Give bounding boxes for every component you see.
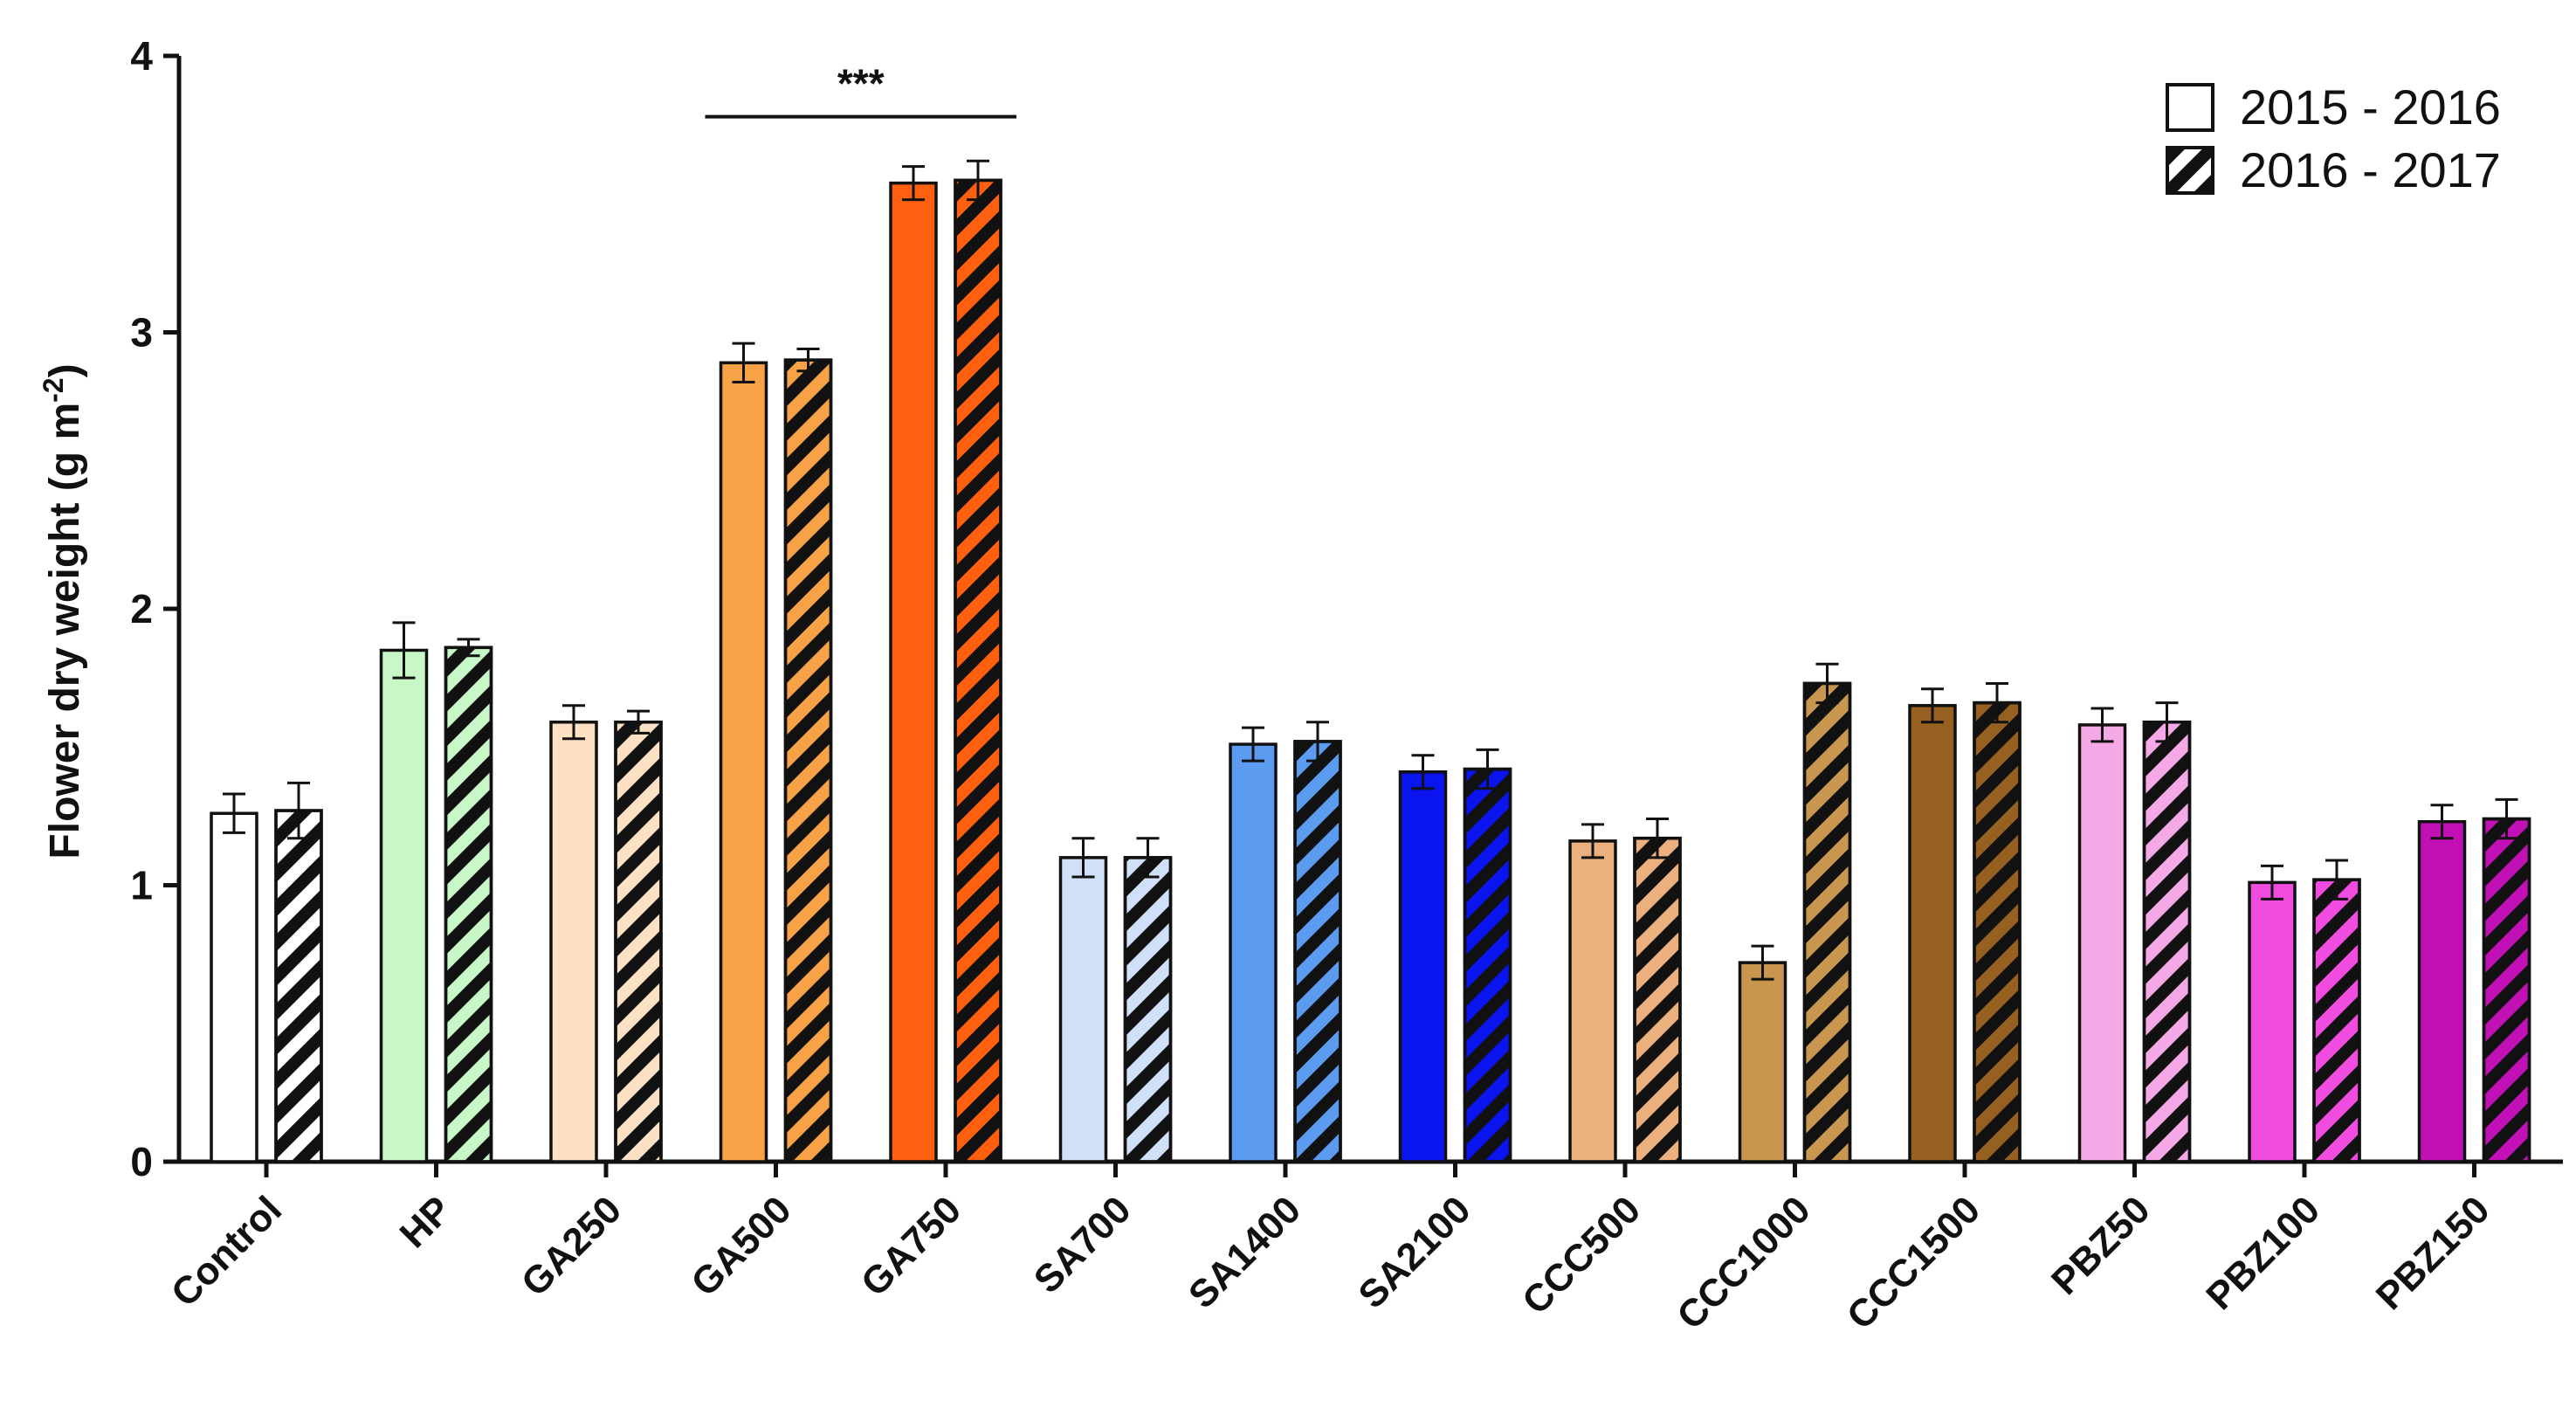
bar-hatch-ga250-2016-2017 (614, 721, 663, 1163)
x-tick-label-ccc500: CCC500 (1514, 1188, 1649, 1322)
axes: 0 1 2 3 4 Control HP GA250 GA500 GA750 SA700 SA1400… (130, 33, 2563, 1338)
y-tick-label-3: 3 (130, 310, 153, 355)
bar-ga750-2015-2016 (889, 181, 938, 1163)
x-tick-label-ga500: GA500 (683, 1188, 799, 1304)
bar-hatch-control-2016-2017 (274, 809, 323, 1163)
y-tick-label-1: 1 (130, 863, 153, 908)
bar-hatch-ga750-2016-2017 (954, 178, 1002, 1163)
x-tick-label-ccc1500: CCC1500 (1839, 1188, 1988, 1337)
bar-sa700-2015-2016 (1058, 856, 1108, 1163)
x-tick-label-control: Control (163, 1188, 290, 1315)
y-tick-label-2: 2 (130, 586, 153, 631)
bar-sa1400-2015-2016 (1229, 742, 1278, 1163)
bar-ccc500-2015-2016 (1568, 839, 1617, 1163)
bar-hatch-ccc1000-2016-2017 (1802, 681, 1852, 1163)
significance-label: *** (837, 61, 885, 107)
bar-hatch-ccc1500-2016-2017 (1973, 700, 2022, 1163)
bar-hp-2015-2016 (379, 648, 429, 1163)
x-tick-label-ga250: GA250 (513, 1188, 630, 1304)
bar-hatch-sa2100-2016-2017 (1463, 767, 1512, 1163)
x-tick-label-pbz50: PBZ50 (2043, 1188, 2158, 1302)
bar-hatch-ccc500-2016-2017 (1633, 836, 1682, 1163)
x-tick-label-ga750: GA750 (853, 1188, 969, 1304)
y-tick-label-0: 0 (130, 1139, 153, 1184)
x-tick-label-ccc1000: CCC1000 (1669, 1188, 1818, 1337)
bar-ga500-2015-2016 (719, 361, 768, 1163)
y-tick-label-4: 4 (130, 33, 153, 79)
bar-control-2015-2016 (210, 811, 258, 1163)
bar-pbz150-2015-2016 (2417, 819, 2467, 1163)
bar-pbz100-2015-2016 (2248, 880, 2297, 1163)
annotations: *** (705, 61, 1016, 119)
bar-hatch-pbz100-2016-2017 (2312, 878, 2361, 1163)
legend-label-2015-2016: 2015 - 2016 (2240, 79, 2501, 135)
legend-label-2016-2017: 2016 - 2017 (2240, 142, 2501, 197)
legend-swatch-2015-2016 (2166, 83, 2214, 132)
bar-ccc1500-2015-2016 (1908, 704, 1957, 1163)
bar-sa2100-2015-2016 (1398, 770, 1448, 1163)
x-tick-label-pbz150: PBZ150 (2368, 1188, 2498, 1318)
x-tick-label-sa1400: SA1400 (1181, 1188, 1309, 1316)
x-tick-label-pbz100: PBZ100 (2198, 1188, 2328, 1318)
legend: 2015 - 2016 2016 - 2017 (2166, 79, 2501, 197)
bar-hatch-hp-2016-2017 (444, 645, 493, 1163)
bars (210, 159, 2531, 1163)
legend-swatch-2016-2017 (2166, 146, 2214, 195)
bar-hatch-sa700-2016-2017 (1123, 856, 1173, 1163)
x-tick-label-sa700: SA700 (1026, 1188, 1140, 1301)
x-tick-label-hp: HP (392, 1188, 460, 1256)
bar-hatch-pbz50-2016-2017 (2142, 721, 2192, 1163)
bar-pbz50-2015-2016 (2077, 723, 2127, 1163)
bar-hatch-ga500-2016-2017 (783, 358, 833, 1163)
y-axis-label: Flower dry weight (g m-2) (38, 363, 88, 859)
bar-ga250-2015-2016 (549, 721, 598, 1163)
x-tick-label-sa2100: SA2100 (1350, 1188, 1478, 1316)
bar-hatch-sa1400-2016-2017 (1293, 740, 1342, 1163)
bar-ccc1000-2015-2016 (1738, 961, 1787, 1163)
bar-hatch-pbz150-2016-2017 (2482, 817, 2531, 1163)
